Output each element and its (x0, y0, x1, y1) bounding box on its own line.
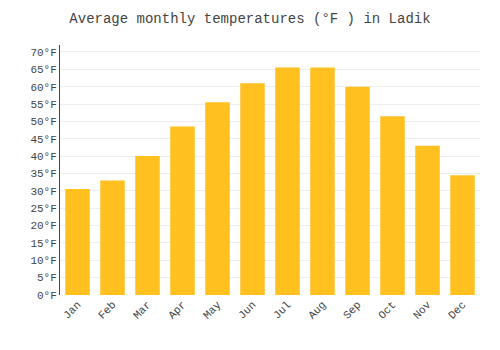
svg-text:45°F: 45°F (30, 134, 56, 146)
svg-text:60°F: 60°F (30, 82, 56, 94)
svg-text:Dec: Dec (446, 299, 468, 321)
svg-text:May: May (201, 299, 224, 322)
svg-text:70°F: 70°F (30, 47, 56, 59)
svg-text:Average monthly temperatures (: Average monthly temperatures (°F ) in La… (69, 11, 430, 27)
svg-text:Mar: Mar (131, 299, 153, 321)
svg-text:Apr: Apr (166, 299, 188, 321)
svg-text:Oct: Oct (376, 299, 398, 321)
svg-text:5°F: 5°F (37, 272, 57, 284)
svg-text:Jan: Jan (61, 299, 83, 321)
svg-text:30°F: 30°F (30, 186, 56, 198)
svg-text:Nov: Nov (411, 299, 434, 322)
svg-text:Sep: Sep (341, 299, 363, 321)
svg-text:65°F: 65°F (30, 64, 56, 76)
svg-text:40°F: 40°F (30, 151, 56, 163)
svg-text:55°F: 55°F (30, 99, 56, 111)
svg-text:Feb: Feb (96, 299, 118, 321)
svg-text:Jun: Jun (236, 299, 258, 321)
svg-text:Jul: Jul (271, 299, 293, 321)
svg-text:25°F: 25°F (30, 203, 56, 215)
svg-text:10°F: 10°F (30, 255, 56, 267)
svg-text:15°F: 15°F (30, 238, 56, 250)
svg-text:Aug: Aug (306, 299, 328, 321)
svg-text:0°F: 0°F (37, 290, 57, 302)
svg-text:50°F: 50°F (30, 116, 56, 128)
svg-text:20°F: 20°F (30, 220, 56, 232)
svg-text:35°F: 35°F (30, 168, 56, 180)
